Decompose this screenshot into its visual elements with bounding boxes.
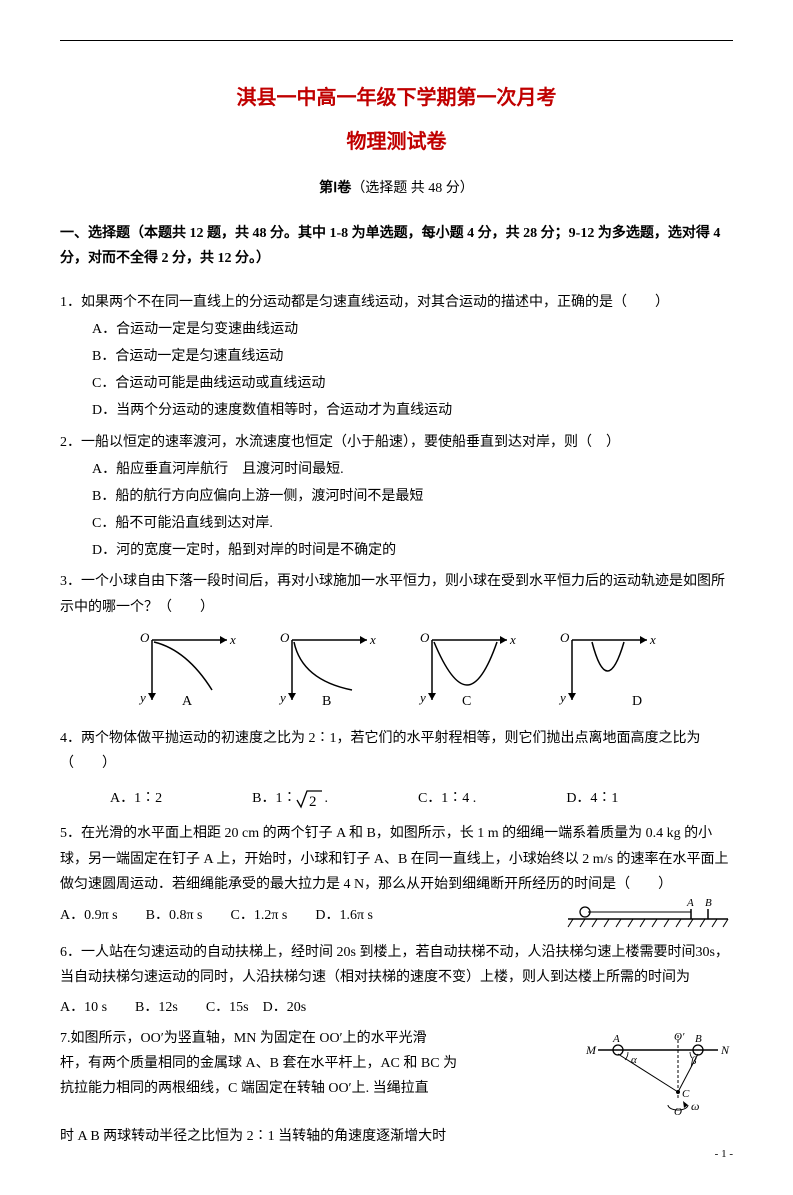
q1-option-b: B．合运动一定是匀速直线运动 bbox=[60, 344, 733, 369]
q7-diagram: M N A B C O′ O α β ω bbox=[583, 1030, 733, 1120]
q3-diagrams: O x y A O x y B bbox=[60, 630, 733, 710]
svg-text:B: B bbox=[695, 1033, 702, 1045]
q1-option-c: C．合运动可能是曲线运动或直线运动 bbox=[60, 371, 733, 396]
q2-option-c: C．船不可能沿直线到达对岸. bbox=[60, 511, 733, 536]
svg-text:O: O bbox=[280, 630, 290, 645]
question-5: 5．在光滑的水平面上相距 20 cm 的两个钉子 A 和 B，如图所示，长 1 … bbox=[60, 821, 733, 934]
question-6: 6．一人站在匀速运动的自动扶梯上，经时间 20s 到楼上，若自动扶梯不动，人沿扶… bbox=[60, 940, 733, 1020]
q2-option-b: B．船的航行方向应偏向上游一侧，渡河时间不是最短 bbox=[60, 484, 733, 509]
svg-text:x: x bbox=[649, 632, 656, 647]
svg-text:x: x bbox=[229, 632, 236, 647]
trajectory-b-icon: O x y B bbox=[272, 630, 382, 710]
q1-option-a: A．合运动一定是匀变速曲线运动 bbox=[60, 317, 733, 342]
q2-option-a: A．船应垂直河岸航行 且渡河时间最短. bbox=[60, 457, 733, 482]
svg-text:O: O bbox=[420, 630, 430, 645]
q3-diagram-a: O x y A bbox=[132, 630, 242, 710]
q1-stem: 1．如果两个不在同一直线上的分运动都是匀速直线运动，对其合运动的描述中，正确的是… bbox=[60, 290, 733, 315]
svg-text:y: y bbox=[558, 690, 566, 705]
svg-text:D: D bbox=[632, 694, 642, 709]
question-4: 4．两个物体做平抛运动的初速度之比为 2∶1，若它们的水平射程相等，则它们抛出点… bbox=[60, 726, 733, 812]
svg-text:A: A bbox=[612, 1033, 620, 1045]
q4-option-b: B．1∶ 2. bbox=[252, 786, 328, 811]
question-7: M N A B C O′ O α β ω 7.如图所示，OO′为竖直轴，MN 为… bbox=[60, 1026, 733, 1149]
rotating-rod-icon: M N A B C O′ O α β ω bbox=[583, 1030, 733, 1120]
svg-text:A: A bbox=[686, 897, 694, 909]
svg-text:N: N bbox=[720, 1043, 730, 1057]
svg-text:O: O bbox=[560, 630, 570, 645]
q5-stem: 5．在光滑的水平面上相距 20 cm 的两个钉子 A 和 B，如图所示，长 1 … bbox=[60, 821, 733, 897]
question-1: 1．如果两个不在同一直线上的分运动都是匀速直线运动，对其合运动的描述中，正确的是… bbox=[60, 290, 733, 424]
svg-text:A: A bbox=[182, 694, 193, 709]
svg-text:O: O bbox=[674, 1106, 682, 1118]
question-2: 2．一船以恒定的速率渡河，水流速度也恒定（小于船速），要使船垂直到达对岸，则（ … bbox=[60, 430, 733, 564]
svg-text:y: y bbox=[138, 690, 146, 705]
svg-text:x: x bbox=[369, 632, 376, 647]
q4-option-d: D．4∶1 bbox=[566, 786, 618, 811]
svg-text:C: C bbox=[462, 694, 471, 709]
section-1-header: 一、选择题（本题共 12 题，共 48 分。其中 1-8 为单选题，每小题 4 … bbox=[60, 221, 733, 271]
q3-stem: 3．一个小球自由下落一段时间后，再对小球施加一水平恒力，则小球在受到水平恒力后的… bbox=[60, 569, 733, 619]
q3-diagram-c: O x y C bbox=[412, 630, 522, 710]
part-label-rest: （选择题 共 48 分） bbox=[351, 181, 474, 196]
svg-text:M: M bbox=[585, 1043, 597, 1057]
svg-text:O: O bbox=[140, 630, 150, 645]
svg-text:ω: ω bbox=[691, 1099, 699, 1113]
q4-stem: 4．两个物体做平抛运动的初速度之比为 2∶1，若它们的水平射程相等，则它们抛出点… bbox=[60, 726, 733, 776]
q3-diagram-b: O x y B bbox=[272, 630, 382, 710]
svg-text:α: α bbox=[631, 1054, 637, 1066]
svg-text:O′: O′ bbox=[674, 1031, 685, 1043]
q4-b-post: . bbox=[324, 791, 328, 806]
q6-options: A．10 s B．12s C．15s D．20s bbox=[60, 995, 733, 1020]
top-rule bbox=[60, 40, 733, 41]
svg-text:y: y bbox=[278, 690, 286, 705]
trajectory-d-icon: O x y D bbox=[552, 630, 662, 710]
svg-text:β: β bbox=[690, 1055, 697, 1067]
q4-b-pre: B．1∶ bbox=[252, 791, 296, 806]
sqrt-icon: 2 bbox=[296, 788, 324, 810]
q4-option-a: A．1∶2 bbox=[110, 786, 162, 811]
q1-option-d: D．当两个分运动的速度数值相等时，合运动才为直线运动 bbox=[60, 398, 733, 423]
part-label-bold: 第Ⅰ卷 bbox=[319, 181, 351, 196]
q6-stem: 6．一人站在匀速运动的自动扶梯上，经时间 20s 到楼上，若自动扶梯不动，人沿扶… bbox=[60, 940, 733, 990]
trajectory-a-icon: O x y A bbox=[132, 630, 242, 710]
svg-text:B: B bbox=[322, 694, 331, 709]
sub-title: 物理测试卷 bbox=[60, 124, 733, 160]
part-header: 第Ⅰ卷（选择题 共 48 分） bbox=[60, 176, 733, 201]
svg-text:x: x bbox=[509, 632, 516, 647]
page-number: - 1 - bbox=[715, 1145, 733, 1165]
q5-diagram: A B bbox=[563, 897, 733, 931]
q2-stem: 2．一船以恒定的速率渡河，水流速度也恒定（小于船速），要使船垂直到达对岸，则（ … bbox=[60, 430, 733, 455]
svg-text:y: y bbox=[418, 690, 426, 705]
q3-diagram-d: O x y D bbox=[552, 630, 662, 710]
q2-option-d: D．河的宽度一定时，船到对岸的时间是不确定的 bbox=[60, 538, 733, 563]
svg-text:C: C bbox=[682, 1088, 690, 1100]
q4-options: A．1∶2 B．1∶ 2. C．1∶4 . D．4∶1 bbox=[60, 786, 733, 811]
pegs-icon: A B bbox=[563, 897, 733, 931]
svg-text:B: B bbox=[705, 897, 712, 909]
trajectory-c-icon: O x y C bbox=[412, 630, 522, 710]
q4-option-c: C．1∶4 . bbox=[418, 786, 476, 811]
svg-text:2: 2 bbox=[309, 794, 317, 810]
question-3: 3．一个小球自由下落一段时间后，再对小球施加一水平恒力，则小球在受到水平恒力后的… bbox=[60, 569, 733, 709]
main-title: 淇县一中高一年级下学期第一次月考 bbox=[60, 80, 733, 116]
q7-line4: 时 A B 两球转动半径之比恒为 2∶1 当转轴的角速度逐渐增大时 bbox=[60, 1124, 733, 1149]
